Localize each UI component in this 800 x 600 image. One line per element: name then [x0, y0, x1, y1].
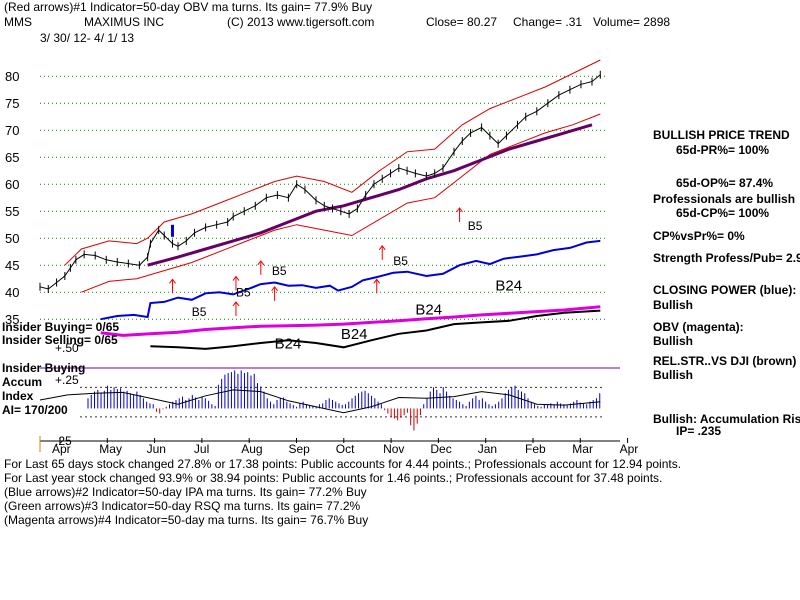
- footer-line-5: (Magenta arrows)#4 Indicator=50-day ma t…: [4, 513, 369, 527]
- closing-power-label: CLOSING POWER (blue):: [653, 283, 797, 297]
- red-arrow-head: [373, 278, 381, 284]
- red-arrow-head: [232, 301, 240, 307]
- cp-vs-pr: CP%vsPr%= 0%: [653, 229, 745, 243]
- y-tick-label: 75: [5, 96, 19, 111]
- indicator-1-caption: (Red arrows)#1 Indicator=50-day OBV ma t…: [4, 0, 373, 14]
- insider-selling: Insider Selling= 0/65: [2, 333, 118, 347]
- x-tick-label: Sep: [289, 442, 311, 456]
- obv-status: Bullish: [653, 334, 694, 348]
- y-tick-label: 55: [5, 204, 19, 219]
- footer-line-1: For Last 65 days stock changed 27.8% or …: [4, 457, 682, 471]
- x-tick-label: May: [99, 442, 122, 456]
- relstr-label: REL.STR..VS DJI (brown): [653, 354, 797, 368]
- x-tick-label: Apr: [52, 442, 71, 456]
- signal-label-b24: B24: [495, 278, 522, 295]
- signal-label-b24: B24: [415, 301, 442, 318]
- accum-status: Bullish: Accumulation Rising: [653, 412, 800, 426]
- x-tick-label: Jul: [194, 442, 209, 456]
- signal-label-b24: B24: [275, 335, 302, 352]
- trend-title: BULLISH PRICE TREND: [653, 128, 790, 142]
- signal-label-b5: B5: [272, 264, 287, 278]
- lower-band-line: [81, 113, 601, 293]
- red-arrow-head: [271, 286, 279, 292]
- pr-value: 65d-PR%= 100%: [676, 143, 770, 157]
- x-tick-label: Aug: [241, 442, 262, 456]
- x-tick-label: Jun: [147, 442, 166, 456]
- pros-bullish: Professionals are bullish: [653, 192, 796, 206]
- x-tick-label: Dec: [430, 442, 451, 456]
- insider-buying: Insider Buying= 0/65: [2, 320, 120, 334]
- y-tick-label: 50: [5, 231, 19, 246]
- y-tick-label: 70: [5, 123, 19, 138]
- obv-label: OBV (magenta):: [653, 320, 744, 334]
- accum-label: Accum: [2, 375, 43, 389]
- y-tick-label: 45: [5, 258, 19, 273]
- signal-label-b5: B5: [468, 219, 483, 233]
- date-range: 3/ 30/ 12- 4/ 1/ 13: [40, 31, 135, 45]
- signal-label-b5: B5: [192, 305, 207, 319]
- y-tick-label: 80: [5, 69, 19, 84]
- ai-value: AI= 170/200: [2, 403, 68, 417]
- footer-line-4: (Green arrows)#3 Indicator=50-day RSQ ma…: [4, 499, 361, 513]
- x-tick-label: Oct: [336, 442, 355, 456]
- price-line: [39, 74, 601, 290]
- upper-band-line: [64, 59, 601, 266]
- x-tick-label: Jan: [478, 442, 497, 456]
- relstr-status: Bullish: [653, 368, 694, 382]
- copyright: (C) 2013 www.tigersoft.com: [227, 15, 375, 29]
- footer-line-3: (Blue arrows)#2 Indicator=50-day IPA ma …: [4, 485, 367, 499]
- closing-power-line: [100, 239, 601, 321]
- accum-tick-label: +.25: [55, 373, 79, 387]
- company-name: MAXIMUS INC: [84, 15, 165, 29]
- y-tick-label: 60: [5, 177, 19, 192]
- footer-line-2: For Last year stock changed 93.9% or 38.…: [4, 471, 663, 485]
- red-arrow-head: [257, 260, 265, 266]
- x-tick-label: Feb: [525, 442, 546, 456]
- red-arrow-head: [169, 278, 176, 284]
- volume-value: Volume= 2898: [593, 15, 671, 29]
- cp-value: 65d-CP%= 100%: [676, 206, 770, 220]
- x-tick-label: Apr: [620, 442, 639, 456]
- y-tick-label: 35: [5, 312, 19, 327]
- close-price: Close= 80.27: [426, 15, 498, 29]
- index-label: Index: [2, 389, 34, 403]
- signal-label-b5: B5: [393, 254, 408, 268]
- y-tick-label: 65: [5, 150, 19, 165]
- strength-ratio: Strength Profess/Pub= 2.9: [653, 251, 800, 265]
- signal-label-b24: B24: [341, 326, 368, 343]
- change-value: Change= .31: [513, 15, 583, 29]
- relstr-line: [150, 309, 601, 350]
- ip-value: IP= .235: [676, 424, 722, 438]
- x-tick-label: Nov: [383, 442, 404, 456]
- accum-ma-line: [39, 389, 601, 414]
- closing-power-status: Bullish: [653, 298, 694, 312]
- x-tick-label: Mar: [572, 442, 593, 456]
- y-tick-label: 40: [5, 285, 19, 300]
- ticker-symbol: MMS: [4, 15, 32, 29]
- red-arrow-head: [378, 244, 386, 251]
- red-arrow-head: [456, 207, 463, 213]
- ma50-line: [147, 123, 593, 267]
- op-value: 65d-OP%= 87.4%: [676, 176, 774, 190]
- signal-label-b5: B5: [236, 286, 251, 300]
- red-arrow-head: [232, 275, 240, 281]
- insider-buying-label: Insider Buying: [2, 361, 86, 375]
- obv-line: [100, 305, 601, 337]
- accum-tick-label: +.50: [55, 341, 79, 355]
